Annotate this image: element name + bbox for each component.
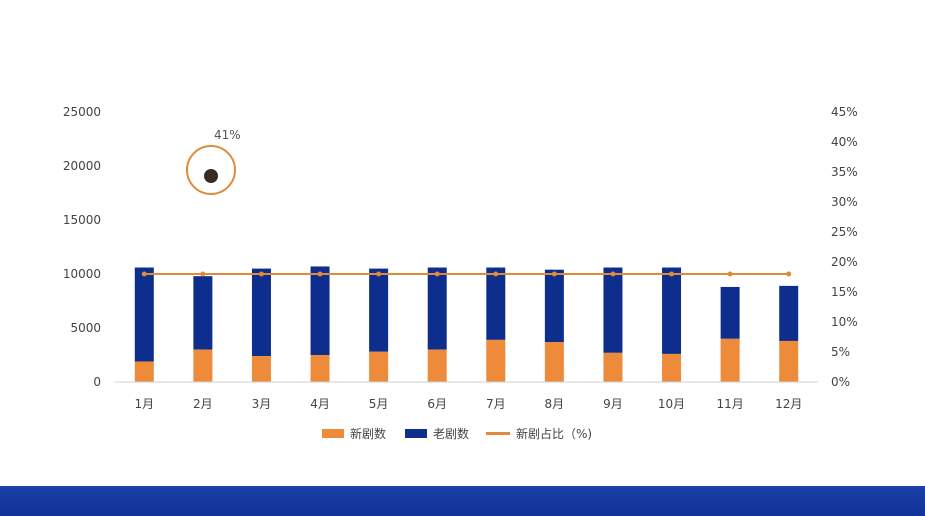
bar-old-1 [134,267,154,362]
x-tick-label: 10月 [658,397,685,411]
ratio-point-3 [258,271,264,277]
ratio-point-12 [786,271,792,277]
ratio-point-6 [434,271,440,277]
ratio-point-7 [493,271,499,277]
legend-label-old: 老剧数 [433,426,469,441]
y-left-tick-label: 25000 [63,105,101,119]
bar-old-4 [310,266,330,355]
ratio-point-8 [551,271,557,277]
bar-old-2 [193,276,213,350]
bar-new-3 [251,356,271,382]
legend-swatch-new [322,429,344,438]
x-tick-label: 4月 [310,397,330,411]
bar-new-2 [193,349,213,382]
y-right-tick-label: 40% [831,135,858,149]
y-right-tick-label: 10% [831,315,858,329]
x-tick-label: 5月 [369,397,389,411]
bar-old-11 [720,286,740,339]
x-tick-label: 12月 [775,397,802,411]
bar-new-7 [486,339,506,382]
y-right-tick-label: 35% [831,165,858,179]
ratio-point-2 [200,271,206,277]
x-axis: 1月 2月 3月 4月 5月 6月 7月 8月 9月 10月 11月 12月 [115,381,818,411]
chart: 0 5000 10000 15000 20000 25000 0% 5% 10% 15% 20% 2… [63,105,858,441]
bar-old-12 [779,285,799,341]
annotation-marker: 41% [186,128,241,195]
bar-old-8 [544,269,564,343]
bar-old-9 [603,267,623,353]
y-left-tick-label: 15000 [63,213,101,227]
bar-new-6 [427,349,447,382]
bar-new-4 [310,355,330,382]
ratio-point-5 [376,271,382,277]
y-right-tick-label: 30% [831,195,858,209]
y-right-tick-label: 45% [831,105,858,119]
x-tick-label: 6月 [427,397,447,411]
y-left-tick-label: 20000 [63,159,101,173]
bar-old-3 [251,268,271,357]
legend: 新剧数 老剧数 新剧占比（%) [322,426,592,441]
x-tick-label: 9月 [603,397,623,411]
bar-old-5 [369,268,389,352]
y-right-tick-label: 5% [831,345,850,359]
bar-new-8 [544,342,564,382]
legend-label-new: 新剧数 [350,426,386,441]
y-right-tick-label: 15% [831,285,858,299]
annotation-ring [186,145,236,195]
bar-new-9 [603,352,623,382]
y-right-tick-label: 0% [831,375,850,389]
bar-new-12 [779,340,799,382]
legend-label-ratio: 新剧占比（%) [516,426,592,441]
bar-old-10 [662,267,682,354]
bar-old-7 [486,267,506,340]
plot-area [134,266,799,382]
y-left-tick-label: 0 [93,375,101,389]
x-tick-label: 3月 [252,397,272,411]
y-left-tick-label: 10000 [63,267,101,281]
y-right-tick-label: 25% [831,225,858,239]
ratio-point-1 [141,271,147,277]
y-axis-right: 0% 5% 10% 15% 20% 25% 30% 35% 40% 45% [831,105,858,389]
x-tick-label: 8月 [545,397,565,411]
y-left-tick-label: 5000 [70,321,101,335]
x-tick-label: 7月 [486,397,506,411]
ratio-point-11 [727,271,733,277]
y-axis-left: 0 5000 10000 15000 20000 25000 [63,105,101,389]
bar-new-11 [720,338,740,382]
bar-old-6 [427,267,447,350]
annotation-dot [204,169,218,183]
ratio-point-4 [317,271,323,277]
bar-new-5 [369,351,389,382]
x-tick-label: 1月 [134,397,154,411]
legend-swatch-old [405,429,427,438]
annotation-label: 41% [214,128,241,142]
footer-band [0,486,925,516]
ratio-point-9 [610,271,616,277]
bar-new-1 [134,361,154,382]
ratio-point-10 [669,271,675,277]
bar-new-10 [662,353,682,382]
x-tick-label: 11月 [716,397,743,411]
x-tick-label: 2月 [193,397,213,411]
y-right-tick-label: 20% [831,255,858,269]
